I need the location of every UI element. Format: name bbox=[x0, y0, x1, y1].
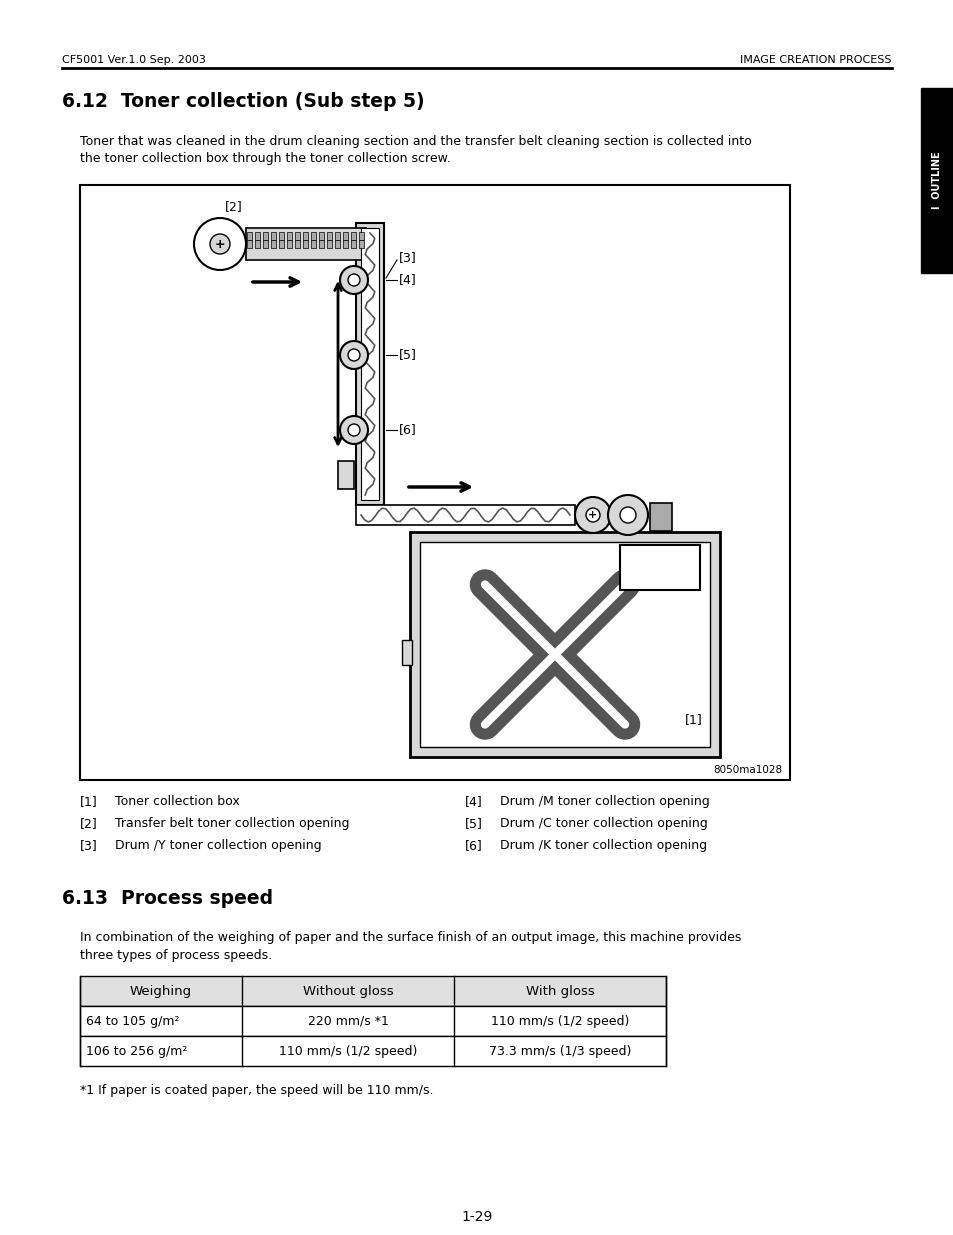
Text: [4]: [4] bbox=[464, 795, 482, 808]
Bar bbox=[419, 542, 709, 747]
Bar bbox=[401, 640, 412, 664]
Text: With gloss: With gloss bbox=[525, 984, 594, 998]
Text: [6]: [6] bbox=[464, 839, 482, 852]
Bar bbox=[80, 976, 665, 1007]
Text: [5]: [5] bbox=[398, 348, 416, 362]
Text: 8050ma1028: 8050ma1028 bbox=[712, 764, 781, 776]
Bar bbox=[278, 232, 284, 240]
Bar bbox=[343, 232, 348, 240]
Bar bbox=[303, 232, 308, 240]
Text: 110 mm/s (1/2 speed): 110 mm/s (1/2 speed) bbox=[490, 1014, 629, 1028]
Bar bbox=[80, 1036, 665, 1066]
Circle shape bbox=[193, 219, 246, 270]
Text: three types of process speeds.: three types of process speeds. bbox=[80, 948, 272, 962]
Bar bbox=[247, 232, 252, 240]
Circle shape bbox=[575, 496, 610, 534]
Text: Toner collection box: Toner collection box bbox=[115, 795, 239, 808]
Bar bbox=[335, 232, 339, 240]
Bar bbox=[287, 232, 292, 240]
Circle shape bbox=[339, 416, 368, 445]
Bar bbox=[271, 240, 275, 248]
Text: 106 to 256 g/m²: 106 to 256 g/m² bbox=[86, 1045, 187, 1057]
Text: CF5001 Ver.1.0 Sep. 2003: CF5001 Ver.1.0 Sep. 2003 bbox=[62, 56, 206, 65]
Bar bbox=[263, 232, 268, 240]
Bar bbox=[358, 240, 364, 248]
Bar bbox=[410, 532, 720, 757]
Text: I  OUTLINE: I OUTLINE bbox=[931, 152, 942, 209]
Text: [2]: [2] bbox=[80, 818, 97, 830]
Circle shape bbox=[607, 495, 647, 535]
Circle shape bbox=[339, 341, 368, 369]
Text: 1-29: 1-29 bbox=[461, 1210, 492, 1224]
Bar bbox=[80, 185, 789, 781]
Text: [1]: [1] bbox=[80, 795, 97, 808]
Bar bbox=[318, 232, 324, 240]
Bar bbox=[263, 240, 268, 248]
Text: Transfer belt toner collection opening: Transfer belt toner collection opening bbox=[115, 818, 349, 830]
Text: 64 to 105 g/m²: 64 to 105 g/m² bbox=[86, 1014, 179, 1028]
Bar bbox=[355, 505, 575, 525]
Bar bbox=[327, 240, 332, 248]
Text: Drum /C toner collection opening: Drum /C toner collection opening bbox=[499, 818, 707, 830]
Bar bbox=[358, 232, 364, 240]
Text: Drum /M toner collection opening: Drum /M toner collection opening bbox=[499, 795, 709, 808]
Bar bbox=[254, 232, 260, 240]
Bar bbox=[318, 240, 324, 248]
Text: *1 If paper is coated paper, the speed will be 110 mm/s.: *1 If paper is coated paper, the speed w… bbox=[80, 1084, 433, 1097]
Bar bbox=[294, 232, 299, 240]
Text: [1]: [1] bbox=[684, 714, 702, 726]
Text: [6]: [6] bbox=[398, 424, 416, 436]
Bar bbox=[920, 88, 953, 273]
Circle shape bbox=[348, 424, 359, 436]
Bar bbox=[294, 240, 299, 248]
Bar bbox=[287, 240, 292, 248]
Bar bbox=[337, 461, 354, 489]
Bar bbox=[355, 224, 384, 505]
Bar bbox=[278, 240, 284, 248]
Circle shape bbox=[348, 274, 359, 287]
Bar bbox=[327, 232, 332, 240]
Text: [3]: [3] bbox=[398, 252, 416, 264]
Text: 6.13  Process speed: 6.13 Process speed bbox=[62, 889, 273, 908]
Text: In combination of the weighing of paper and the surface finish of an output imag: In combination of the weighing of paper … bbox=[80, 931, 740, 944]
Bar bbox=[351, 240, 355, 248]
Bar bbox=[343, 240, 348, 248]
Text: [3]: [3] bbox=[80, 839, 97, 852]
Text: Toner that was cleaned in the drum cleaning section and the transfer belt cleani: Toner that was cleaned in the drum clean… bbox=[80, 135, 751, 148]
Bar bbox=[351, 232, 355, 240]
Text: the toner collection box through the toner collection screw.: the toner collection box through the ton… bbox=[80, 152, 450, 165]
Bar bbox=[619, 545, 700, 590]
Bar bbox=[247, 240, 252, 248]
Circle shape bbox=[348, 350, 359, 361]
Text: Without gloss: Without gloss bbox=[302, 984, 393, 998]
Bar bbox=[649, 503, 671, 531]
Circle shape bbox=[210, 233, 230, 254]
Bar bbox=[303, 240, 308, 248]
Circle shape bbox=[619, 508, 636, 522]
Text: +: + bbox=[214, 237, 225, 251]
Text: [4]: [4] bbox=[398, 273, 416, 287]
Bar bbox=[254, 240, 260, 248]
Bar bbox=[311, 240, 315, 248]
Text: [2]: [2] bbox=[225, 200, 242, 214]
Circle shape bbox=[339, 266, 368, 294]
Bar bbox=[246, 228, 366, 261]
Text: Drum /K toner collection opening: Drum /K toner collection opening bbox=[499, 839, 706, 852]
Text: Weighing: Weighing bbox=[130, 984, 192, 998]
Text: Drum /Y toner collection opening: Drum /Y toner collection opening bbox=[115, 839, 321, 852]
Bar bbox=[360, 228, 378, 500]
Circle shape bbox=[585, 508, 599, 522]
Bar bbox=[271, 232, 275, 240]
Text: 220 mm/s *1: 220 mm/s *1 bbox=[307, 1014, 388, 1028]
Text: +: + bbox=[588, 510, 597, 520]
Bar bbox=[311, 232, 315, 240]
Bar bbox=[80, 1007, 665, 1036]
Text: 110 mm/s (1/2 speed): 110 mm/s (1/2 speed) bbox=[278, 1045, 416, 1057]
Bar bbox=[335, 240, 339, 248]
Text: [5]: [5] bbox=[464, 818, 482, 830]
Text: 73.3 mm/s (1/3 speed): 73.3 mm/s (1/3 speed) bbox=[488, 1045, 631, 1057]
Text: 6.12  Toner collection (Sub step 5): 6.12 Toner collection (Sub step 5) bbox=[62, 91, 424, 111]
Text: IMAGE CREATION PROCESS: IMAGE CREATION PROCESS bbox=[740, 56, 891, 65]
